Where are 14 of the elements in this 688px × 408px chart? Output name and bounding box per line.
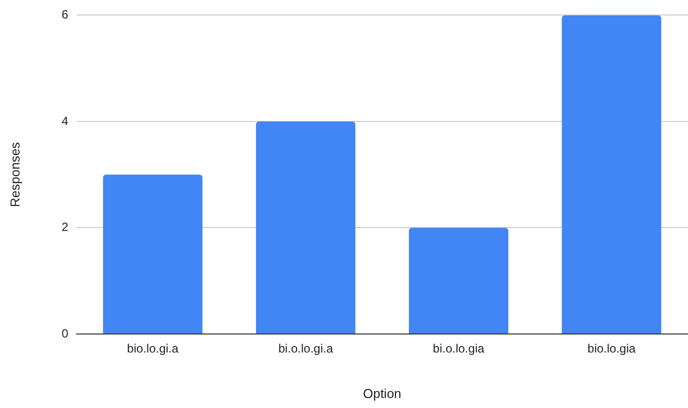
bar: [562, 15, 662, 334]
x-tick-label: bi.o.lo.gi.a: [278, 342, 334, 356]
x-tick-label: bi.o.lo.gia: [432, 342, 485, 356]
bar: [408, 228, 508, 334]
y-tick-label: 0: [62, 326, 69, 340]
x-tick-label: bio.lo.gi.a: [127, 342, 179, 356]
bar: [256, 121, 356, 334]
y-tick-label: 2: [62, 220, 69, 234]
x-tick-label: bio.lo.gia: [588, 342, 636, 356]
x-axis-title: Option: [362, 386, 402, 401]
bar: [103, 174, 202, 334]
y-axis-title: Responses: [7, 142, 22, 208]
y-tick-label: 6: [62, 8, 69, 22]
y-tick-label: 4: [62, 114, 69, 128]
